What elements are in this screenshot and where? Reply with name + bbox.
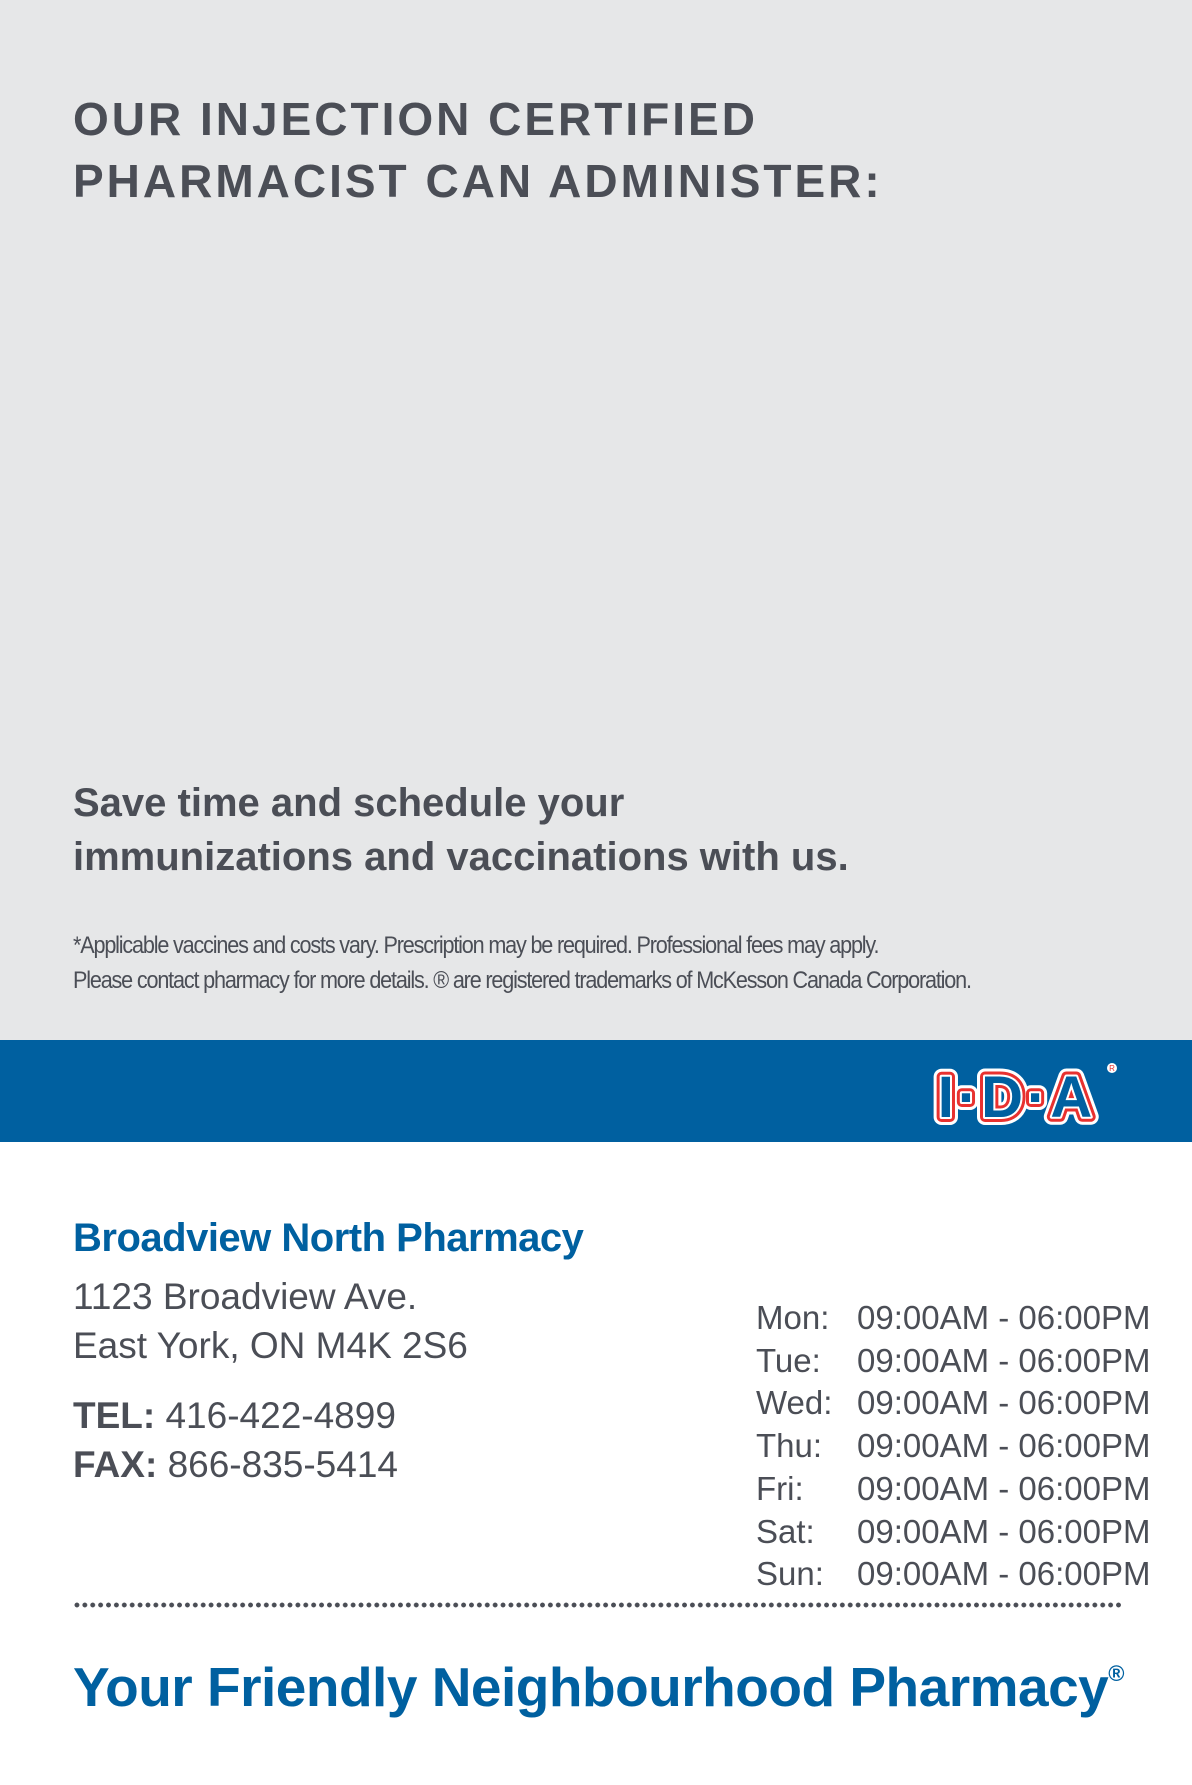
- pharmacy-address: 1123 Broadview Ave. East York, ON M4K 2S…: [73, 1272, 468, 1370]
- fax-label: FAX:: [73, 1444, 158, 1485]
- hours-row: Sat: 09:00AM - 06:00PM: [756, 1511, 1151, 1554]
- hours-day: Sun:: [756, 1555, 824, 1593]
- tagline: Your Friendly Neighbourhood Pharmacy®: [73, 1655, 1124, 1719]
- hours-day: Thu:: [756, 1427, 823, 1465]
- svg-text:R: R: [1109, 1064, 1115, 1073]
- hours-day: Fri:: [756, 1469, 804, 1507]
- dotted-divider: [73, 1602, 1123, 1608]
- hours-time: 09:00AM - 06:00PM: [857, 1384, 1151, 1422]
- hours-row: Fri: 09:00AM - 06:00PM: [756, 1468, 1151, 1511]
- hours-time: 09:00AM - 06:00PM: [857, 1555, 1151, 1593]
- svg-text:I·D·A: I·D·A: [938, 1065, 1097, 1126]
- address-line-2: East York, ON M4K 2S6: [73, 1325, 468, 1366]
- ida-logo: I·D·A I·D·A I·D·A I·D·A R: [930, 1058, 1117, 1126]
- hours-row: Wed: 09:00AM - 06:00PM: [756, 1382, 1151, 1425]
- hours-time: 09:00AM - 06:00PM: [857, 1299, 1151, 1336]
- disclaimer: *Applicable vaccines and costs vary. Pre…: [73, 928, 972, 998]
- contact-info: TEL: 416-422-4899 FAX: 866-835-5414: [73, 1391, 398, 1489]
- hours-row: Tue: 09:00AM - 06:00PM: [756, 1340, 1151, 1383]
- disclaimer-line-2: Please contact pharmacy for more details…: [73, 967, 972, 994]
- promo-line-2: immunizations and vaccinations with us.: [73, 835, 849, 879]
- hours-day: Mon:: [756, 1299, 830, 1336]
- hours-time: 09:00AM - 06:00PM: [857, 1469, 1151, 1507]
- hours-row: Sun: 09:00AM - 06:00PM: [756, 1553, 1151, 1596]
- hours-day: Sat:: [756, 1512, 815, 1550]
- hours-time: 09:00AM - 06:00PM: [857, 1341, 1151, 1379]
- hours-day: Tue:: [756, 1341, 821, 1379]
- hours-row: Thu: 09:00AM - 06:00PM: [756, 1425, 1151, 1468]
- promo-text: Save time and schedule your immunization…: [73, 776, 849, 884]
- tel-number[interactable]: 416-422-4899: [165, 1395, 396, 1436]
- title-line-1: OUR INJECTION CERTIFIED: [73, 93, 758, 145]
- hours-table: Mon: 09:00AM - 06:00PM Tue: 09:00AM - 06:0…: [756, 1297, 1151, 1596]
- fax-number: 866-835-5414: [167, 1444, 398, 1485]
- brand-band: [0, 1040, 1192, 1142]
- tel-label: TEL:: [73, 1395, 156, 1436]
- svg-text:I·D·A: I·D·A: [938, 1065, 1097, 1126]
- tagline-text: Your Friendly Neighbourhood Pharmacy: [73, 1656, 1109, 1718]
- title-line-2: PHARMACIST CAN ADMINISTER:: [73, 155, 883, 207]
- pharmacy-name: Broadview North Pharmacy: [73, 1216, 584, 1260]
- svg-text:I·D·A: I·D·A: [938, 1065, 1097, 1126]
- hours-day: Wed:: [756, 1384, 833, 1422]
- disclaimer-line-1: *Applicable vaccines and costs vary. Pre…: [73, 932, 879, 959]
- svg-text:I·D·A: I·D·A: [938, 1065, 1097, 1126]
- hours-time: 09:00AM - 06:00PM: [857, 1512, 1151, 1550]
- registered-mark: ®: [1108, 1661, 1124, 1686]
- fax-row: FAX: 866-835-5414: [73, 1440, 398, 1489]
- page-title: OUR INJECTION CERTIFIED PHARMACIST CAN A…: [73, 88, 883, 212]
- hours-time: 09:00AM - 06:00PM: [857, 1427, 1151, 1465]
- hours-row: Mon: 09:00AM - 06:00PM: [756, 1297, 1151, 1340]
- phone-row: TEL: 416-422-4899: [73, 1391, 398, 1440]
- top-panel: [0, 0, 1192, 1040]
- promo-line-1: Save time and schedule your: [73, 781, 625, 825]
- address-line-1: 1123 Broadview Ave.: [73, 1276, 418, 1317]
